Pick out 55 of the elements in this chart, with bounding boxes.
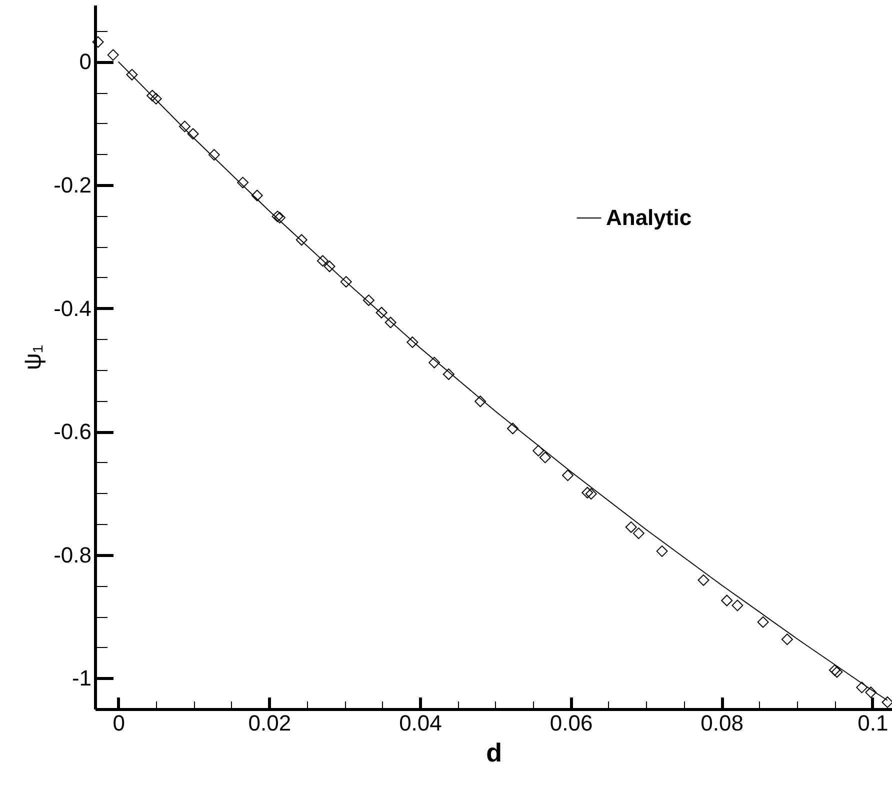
point [146,90,158,102]
point [856,682,868,694]
point [150,92,162,104]
y-axis-title: ψ₁ [20,344,47,370]
point [237,176,249,188]
point [107,49,119,61]
point [828,664,840,676]
point [539,452,551,464]
point [562,470,574,482]
point [178,120,190,132]
y-tick-label: -0.8 [54,542,92,568]
point [442,368,454,380]
point [831,666,843,678]
y-tick-label: -0.6 [54,419,92,444]
point [506,422,518,434]
point [384,316,396,328]
point [632,528,644,540]
point [721,594,733,606]
y-tick-label: 0 [79,49,92,74]
point [126,68,138,80]
x-tick-label: 0.08 [700,710,744,736]
y-tick-label: -1 [72,666,92,691]
point [757,616,769,628]
point [781,634,793,646]
point [474,396,486,408]
point [296,234,308,246]
point [362,294,374,306]
point [585,488,597,500]
point [251,190,263,202]
x-tick-label: 0.1 [858,710,888,736]
point [324,260,336,272]
point [582,486,594,498]
point [732,600,744,612]
point [406,336,418,348]
point [865,686,877,698]
point [92,36,104,48]
point [340,276,352,288]
point [698,574,710,586]
point [625,521,637,533]
point [656,545,668,557]
y-tick-label: -0.4 [54,296,92,321]
x-tick-label: 0 [112,710,125,736]
point [532,444,544,456]
y-tick-label: -0.2 [54,172,92,198]
point [882,696,892,708]
point [376,306,388,318]
legend-label: Analytic [606,205,692,230]
x-tick-label: 0.04 [399,710,442,736]
point [187,128,199,140]
x-tick-label: 0.06 [550,710,593,736]
point [316,255,328,267]
point [428,356,440,368]
point [208,149,220,161]
x-tick-label: 0.02 [248,710,292,736]
x-axis-title: d [486,738,502,768]
